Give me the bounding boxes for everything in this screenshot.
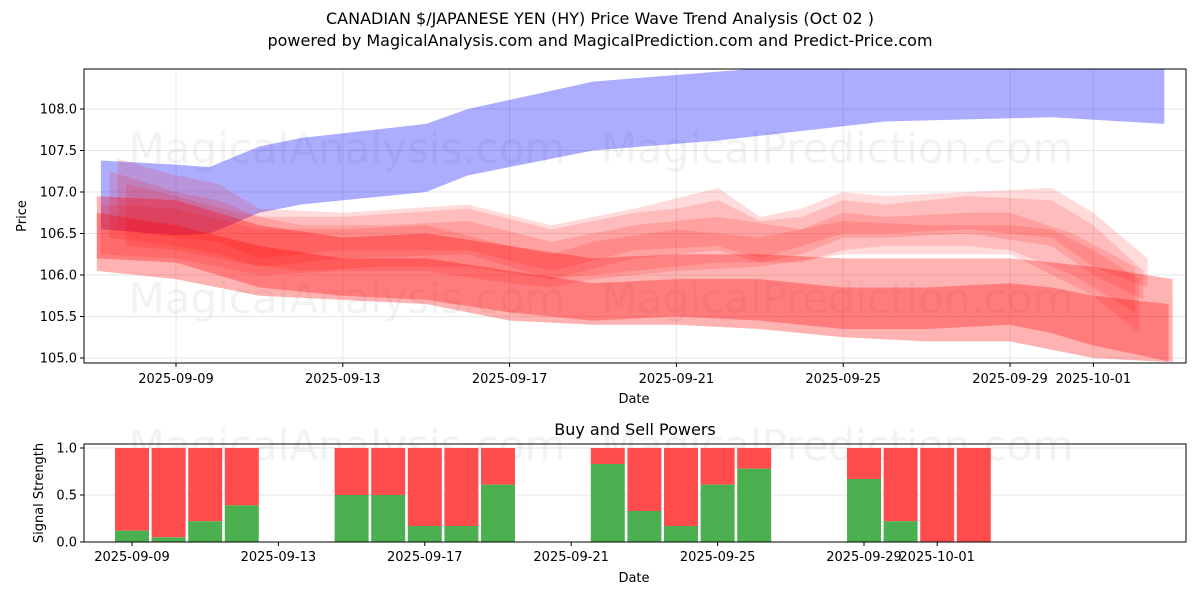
- price-x-tick-label: 2025-09-21: [639, 372, 715, 387]
- price-x-tick-label: 2025-09-13: [305, 372, 381, 387]
- signal-x-axis-label: Date: [618, 571, 649, 586]
- buy-power-bar: [371, 495, 406, 542]
- watermark-analysis-mid: MagicalAnalysis.com: [129, 274, 566, 323]
- buy-power-bar: [737, 468, 772, 542]
- sell-power-bar: [188, 448, 223, 522]
- price-x-axis-label: Date: [618, 392, 649, 407]
- signal-y-tick-label: 0.0: [56, 536, 77, 551]
- red-band-upper-wave-3: [126, 183, 1136, 313]
- sell-power-bar: [627, 448, 662, 511]
- buy-power-bar: [664, 526, 698, 542]
- sell-power-bar: [407, 448, 442, 527]
- watermark-prediction-mid: MagicalPrediction.com: [601, 274, 1074, 323]
- price-y-tick-label: 105.5: [40, 310, 77, 325]
- signal-x-tick-label: 2025-09-09: [94, 550, 170, 565]
- buy-power-bar: [883, 521, 918, 542]
- watermark-analysis-top: MagicalAnalysis.com: [129, 124, 566, 173]
- signal-bars: [115, 448, 991, 542]
- signal-y-tick-label: 1.0: [56, 442, 77, 457]
- signal-y-axis-label: Signal Strength: [32, 443, 47, 543]
- price-x-tick-label: 2025-09-25: [805, 372, 881, 387]
- buy-power-bar: [481, 484, 515, 542]
- price-bands: [96, 69, 1173, 363]
- buy-power-bar: [407, 526, 442, 542]
- signal-x-tick-label: 2025-09-17: [387, 550, 463, 565]
- red-band-upper-wave-4: [100, 204, 1140, 334]
- signal-x-tick-label: 2025-09-25: [680, 550, 756, 565]
- sell-power-bar: [920, 448, 955, 542]
- signal-y-axis: 0.0 0.5 1.0: [56, 442, 84, 551]
- buy-power-bar: [151, 537, 186, 542]
- sell-power-bar: [847, 448, 881, 480]
- sell-power-bar: [334, 448, 369, 495]
- sell-power-bar: [956, 448, 991, 542]
- buy-power-bar: [444, 526, 479, 542]
- red-band-lower-wave-1: [96, 196, 1173, 363]
- buy-power-bar: [847, 479, 881, 542]
- buy-power-bar: [700, 484, 735, 542]
- price-watermarks: MagicalAnalysis.com MagicalPrediction.co…: [129, 124, 1074, 323]
- sell-power-bar: [883, 448, 918, 522]
- signal-chart-title: Buy and Sell Powers: [554, 420, 716, 439]
- price-y-tick-label: 107.5: [40, 144, 77, 159]
- sell-power-bar: [700, 448, 735, 485]
- sell-power-bar: [151, 448, 186, 538]
- buy-power-bar: [627, 510, 662, 542]
- price-y-tick-label: 106.5: [40, 227, 77, 242]
- sell-power-bar: [371, 448, 406, 495]
- price-x-tick-label: 2025-10-01: [1056, 372, 1132, 387]
- price-y-axis: 105.0 105.5 106.0 106.5 107.0 107.5 108.0: [40, 103, 84, 367]
- sell-power-bar: [664, 448, 698, 527]
- price-x-tick-label: 2025-09-17: [472, 372, 548, 387]
- red-band-upper-wave-2: [109, 171, 1144, 300]
- signal-x-tick-label: 2025-10-01: [899, 550, 975, 565]
- price-grid: [84, 69, 1186, 363]
- price-y-tick-label: 107.0: [40, 186, 77, 201]
- buy-power-bar: [188, 521, 223, 542]
- signal-x-tick-label: 2025-09-13: [241, 550, 317, 565]
- red-band-upper-wave-1: [117, 158, 1148, 288]
- chart-title: CANADIAN $/JAPANESE YEN (HY) Price Wave …: [325, 9, 874, 28]
- signal-plot-frame: [83, 443, 1187, 543]
- price-y-axis-label: Price: [15, 200, 30, 232]
- price-x-tick-label: 2025-09-29: [972, 372, 1048, 387]
- signal-y-tick-label: 0.5: [56, 489, 77, 504]
- signal-x-tick-label: 2025-09-29: [826, 550, 902, 565]
- price-y-tick-label: 108.0: [40, 103, 77, 118]
- buy-power-bar: [590, 463, 625, 542]
- sell-power-bar: [444, 448, 479, 527]
- price-x-tick-label: 2025-09-09: [138, 372, 214, 387]
- watermark-prediction-top: MagicalPrediction.com: [601, 124, 1074, 173]
- sell-power-bar: [224, 448, 259, 506]
- buy-power-bar: [224, 505, 259, 542]
- sell-power-bar: [481, 448, 515, 485]
- sell-power-bar: [590, 448, 625, 464]
- chart-subtitle: powered by MagicalAnalysis.com and Magic…: [267, 31, 933, 50]
- price-y-tick-label: 105.0: [40, 352, 77, 367]
- price-x-axis: 2025-09-09 2025-09-13 2025-09-17 2025-09-21…: [138, 363, 1131, 387]
- sell-power-bar: [737, 448, 772, 469]
- price-y-tick-label: 106.0: [40, 269, 77, 284]
- signal-x-axis: 2025-09-09 2025-09-13 2025-09-17 2025-09-21…: [94, 542, 975, 565]
- price-plot-frame: [83, 68, 1187, 364]
- red-band-lower-wave-2: [96, 212, 1169, 363]
- sell-power-bar: [115, 448, 149, 531]
- signal-x-tick-label: 2025-09-21: [533, 550, 609, 565]
- blue-trend-band: [100, 69, 1165, 236]
- buy-power-bar: [334, 495, 369, 542]
- buy-power-bar: [115, 530, 149, 542]
